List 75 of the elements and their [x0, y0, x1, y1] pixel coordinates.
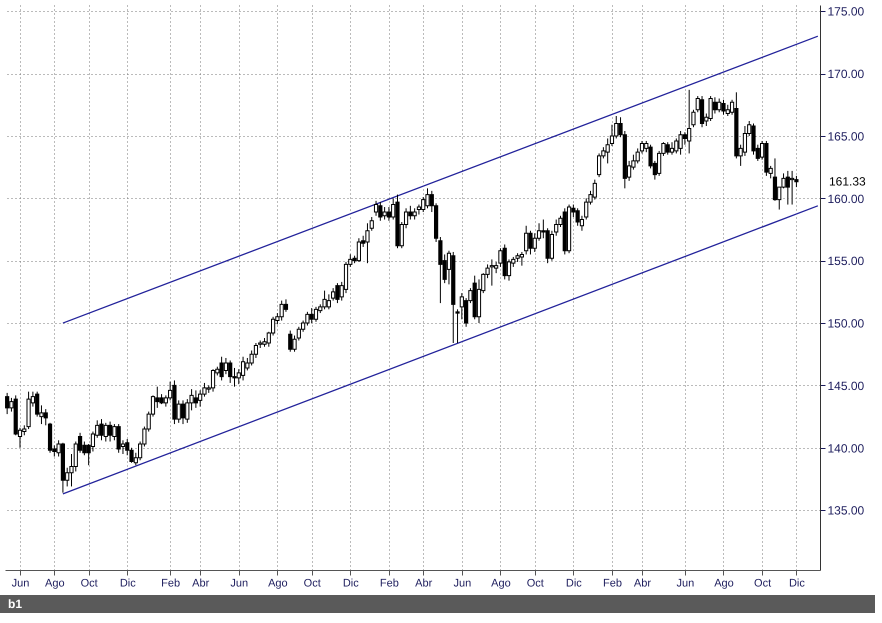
- x-tick-label: Ago: [45, 578, 65, 590]
- candlestick: [5, 392, 10, 415]
- candlestick: [210, 368, 216, 392]
- candlestick: [322, 290, 327, 310]
- candlestick: [678, 130, 683, 156]
- candlestick: [280, 300, 284, 322]
- candlestick: [310, 308, 314, 324]
- x-tick-label: Abr: [192, 578, 210, 590]
- x-tick-label: Oct: [80, 578, 98, 590]
- x-tick-label: Jun: [453, 578, 472, 590]
- x-tick-label: Ago: [491, 578, 511, 590]
- x-tick-label: Jun: [676, 578, 694, 590]
- x-tick-label: Feb: [380, 578, 399, 590]
- candlestick: [412, 208, 417, 220]
- candlestick: [726, 104, 730, 117]
- x-tick-label: Feb: [161, 578, 180, 590]
- candlestick: [528, 230, 533, 255]
- candlestick: [772, 158, 778, 202]
- y-tick-label: 150.00: [828, 316, 865, 331]
- x-tick-label: Dic: [120, 578, 136, 590]
- x-tick-label: Abr: [415, 578, 433, 590]
- candlestick: [742, 125, 748, 156]
- candlestick: [596, 152, 602, 178]
- candlestick: [288, 330, 292, 352]
- candlestick: [378, 202, 382, 222]
- text: 161.33: [829, 174, 866, 189]
- y-tick-label: 135.00: [828, 504, 865, 518]
- y-tick-label: 175.00: [828, 4, 865, 19]
- x-tick-label: Ago: [268, 578, 288, 590]
- candlestick: [314, 306, 318, 322]
- candlestick: [425, 188, 430, 209]
- candlestick: [224, 357, 228, 375]
- x-tick-label: Ago: [714, 578, 734, 590]
- y-tick-label: 160.00: [828, 192, 865, 206]
- candlestick: [228, 360, 232, 384]
- candlestick: [721, 99, 726, 116]
- candlestick: [386, 206, 392, 222]
- x-tick-label: Oct: [754, 578, 772, 590]
- candlestick: [524, 225, 528, 255]
- candlestick: [592, 179, 597, 200]
- candlestick: [490, 258, 494, 286]
- x-tick-label: Oct: [526, 578, 544, 590]
- candlestick: [202, 382, 207, 398]
- y-tick-label: 155.00: [828, 254, 865, 268]
- x-tick-label: Dic: [566, 578, 582, 590]
- x-tick-label: Dic: [788, 578, 806, 590]
- x-tick-label: Dic: [342, 578, 360, 590]
- candlestick: [104, 422, 108, 442]
- y-tick-label: 165.00: [828, 129, 865, 144]
- candlestick: [99, 418, 104, 441]
- y-tick-label: 170.00: [828, 67, 865, 82]
- candlestick: [374, 200, 378, 216]
- candlestick: [180, 400, 186, 425]
- x-tick-label: Feb: [602, 578, 622, 590]
- x-tick-label: Oct: [304, 578, 321, 590]
- candlestick: [305, 311, 310, 326]
- candlestick: [576, 208, 580, 226]
- candlestick: [794, 175, 799, 188]
- y-tick-label: 140.00: [828, 441, 865, 456]
- x-tick-label: Jun: [230, 578, 248, 590]
- candlestick: [116, 424, 121, 454]
- candlestick: [108, 421, 112, 442]
- text: b1: [0, 595, 875, 613]
- x-tick-label: Jun: [12, 578, 30, 590]
- candlestick: [365, 222, 370, 264]
- y-tick-label: 145.00: [828, 378, 865, 393]
- candlestick: [700, 96, 704, 128]
- candlestick: [687, 89, 692, 154]
- candlestick: [786, 170, 790, 206]
- x-tick-label: Abr: [634, 578, 652, 590]
- candlestick: [670, 142, 674, 156]
- candlestick: [717, 98, 722, 113]
- candlestick: [240, 356, 246, 381]
- candlestick: [666, 142, 670, 156]
- candlestick: [335, 282, 340, 304]
